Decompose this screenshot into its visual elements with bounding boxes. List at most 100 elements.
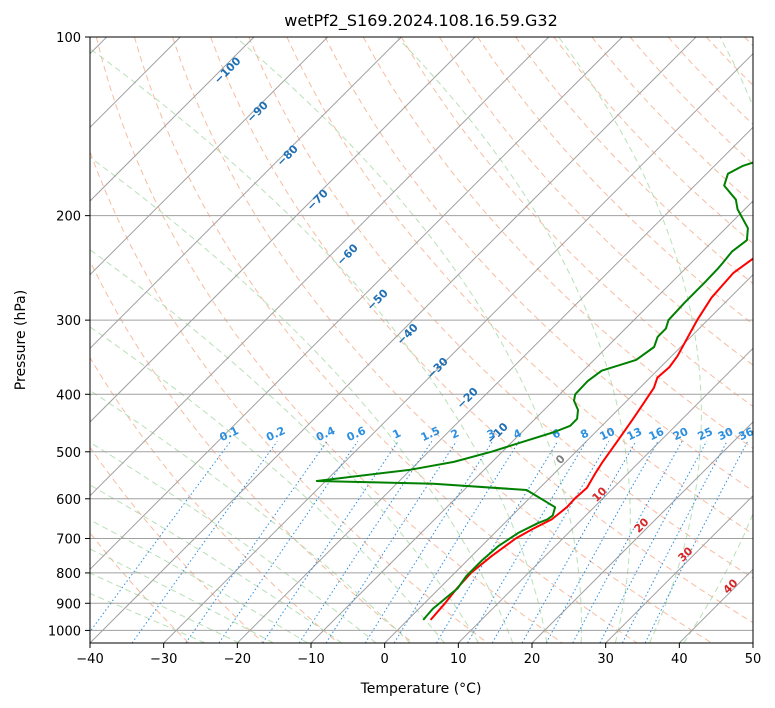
sounding-profiles [315,161,753,621]
dry-adiabat [477,37,753,325]
moist-adiabat-label: 40 [721,576,741,596]
dry-adiabat [705,37,753,86]
moist-adiabat [90,592,206,643]
isotherm [90,37,402,350]
mixing-ratio-line [325,441,457,643]
y-tick-label: 200 [56,210,81,225]
dry-adiabat-label: −70 [304,186,331,213]
x-tick-label: −20 [224,652,251,667]
mixing-ratio-label: 30 [716,425,736,443]
moist-adiabat [90,389,411,643]
mixing-ratio-line [521,441,637,643]
mixing-ratio-label: 0.2 [264,424,287,444]
isotherm [90,37,697,643]
temperature-profile [429,257,753,621]
moist-adiabat-label: 10 [590,484,610,504]
mixing-ratio-line [545,441,659,643]
dry-adiabat [90,446,264,643]
dry-adiabat [744,37,753,47]
dry-adiabat [90,259,414,643]
dry-adiabat [133,37,638,643]
mixing-ratio-label: 16 [647,425,667,443]
y-tick-label: 1000 [48,624,81,639]
plot-frame [89,36,754,644]
y-axis-title: Pressure (hPa) [13,290,29,390]
moist-adiabat [90,249,480,643]
y-tick-label: 100 [56,31,81,46]
mixing-ratio-label: 1 [391,427,403,442]
background-line-labels: 0.1 0.2 0.4 0.6 1 1.5 2 3 4 6 8 10 13 16 20 25 30 36−100−… [212,54,757,596]
x-tick-label: 10 [450,652,467,667]
dry-adiabat [515,37,753,285]
x-tick-label: 30 [597,652,614,667]
x-tick-label: −30 [150,652,177,667]
dry-adiabat-label: −90 [244,98,271,125]
mixing-ratio-label: 0.6 [345,424,368,444]
x-tick-label: −40 [76,652,103,667]
moist-adiabat-label: 20 [632,515,652,535]
isotherm [752,642,753,643]
moist-adiabat [235,37,582,643]
background-lines [90,37,753,643]
y-tick-label: 600 [56,493,81,508]
mixing-ratio-line [90,440,231,633]
dry-adiabat-label: −20 [454,385,481,412]
moist-adiabat [90,548,274,643]
mixing-ratio-line [621,441,728,643]
y-tick-label: 900 [56,597,81,612]
isotherm [310,200,753,643]
mixing-ratio-line [298,441,433,643]
dewpoint-profile [315,161,753,621]
y-tick-label: 400 [56,388,81,403]
isotherm [90,37,476,423]
mixing-ratio-line [467,441,587,643]
mixing-ratio-line [185,441,328,643]
moist-adiabat [558,37,702,643]
mixing-ratio-label: 0.1 [218,424,241,444]
moist-adiabat [90,484,343,643]
mixing-ratio-line [599,441,708,643]
mixing-ratio-label: 2 [449,427,461,442]
moist-adiabat [683,37,753,643]
dry-adiabat-label: −10 [484,420,511,447]
x-tick-label: 50 [745,652,762,667]
dry-adiabat [90,150,488,643]
dry-adiabat-label: −60 [334,241,361,268]
isotherm [90,37,550,497]
isotherm [90,37,255,202]
mixing-ratio-label: 1.5 [419,424,442,444]
mixing-ratio-label: 10 [598,425,618,443]
isotherm [531,421,753,643]
moist-adiabat [90,326,445,643]
dry-adiabat-label: −40 [394,321,421,348]
mixing-ratio-line [644,441,749,643]
isotherm [236,126,753,643]
mixing-ratio-line [262,441,399,643]
y-tick-label: 700 [56,533,81,548]
mixing-ratio-label: 36 [737,425,757,443]
dry-adiabat [95,37,563,643]
isotherm [384,273,753,643]
moist-adiabat-label: 30 [676,544,696,564]
x-tick-label: 20 [524,652,541,667]
y-axis: 100 200 300 400 500 600 700 800 900 1000 [48,31,90,639]
dry-adiabat [90,356,339,643]
isotherm [90,37,329,276]
mixing-ratio-label: 13 [625,425,644,443]
mixing-ratio-line [393,441,520,643]
chart-title: wetPf2_S169.2024.108.16.59.G32 [284,11,558,31]
mixing-ratio-label: 4 [511,426,524,441]
mixing-ratio-line [364,441,493,643]
dry-adiabat [172,37,712,643]
x-axis: −40 −30 −20 −10 0 10 20 30 40 50 [76,643,761,667]
x-axis-title: Temperature (°C) [360,681,482,697]
dry-adiabat-label: −30 [424,355,451,382]
mixing-ratio-label: 0.4 [314,424,337,444]
mixing-ratio-line [491,441,610,643]
isotherm [163,52,753,643]
x-tick-label: −10 [297,652,324,667]
y-tick-label: 500 [56,446,81,461]
dry-adiabat [248,37,753,579]
moist-adiabat [396,37,631,643]
